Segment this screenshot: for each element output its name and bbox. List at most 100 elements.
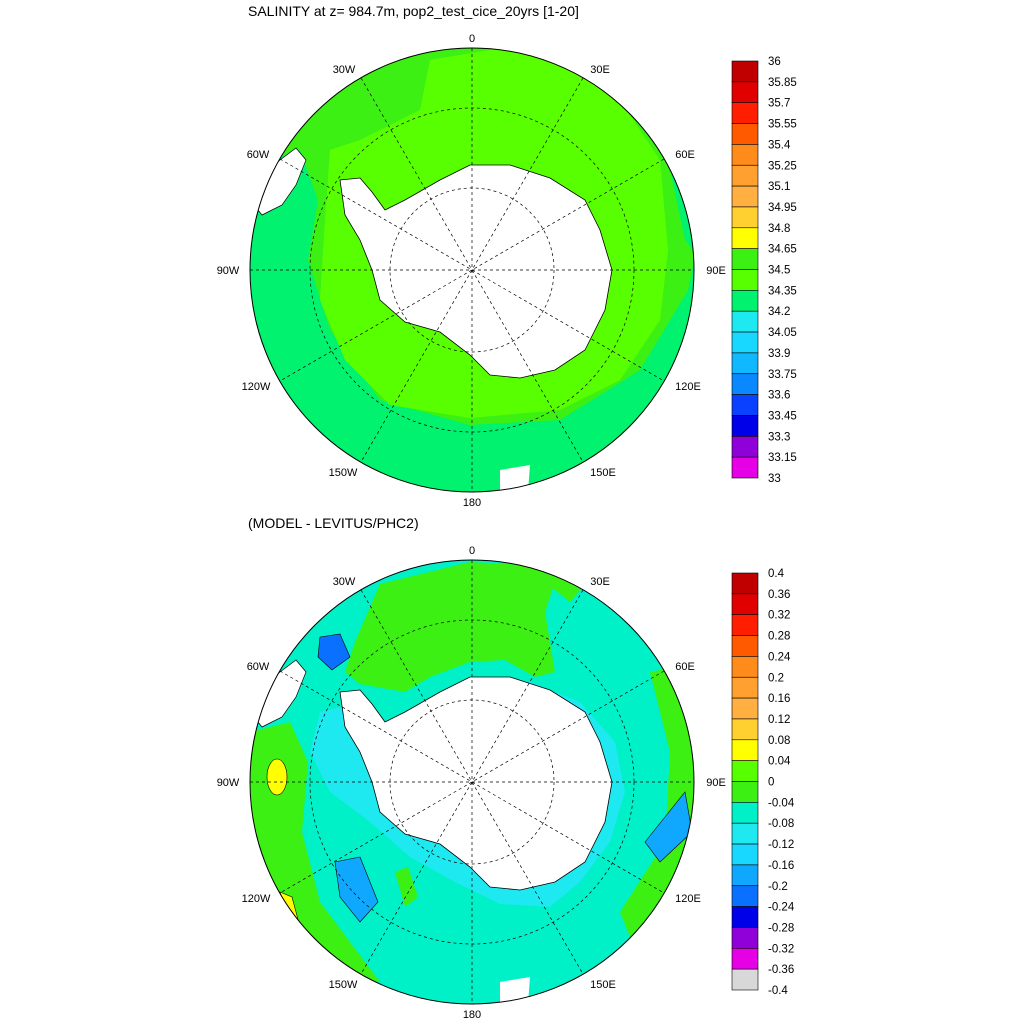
lon-label-150e: 150E — [590, 979, 616, 991]
colorbar-swatch — [731, 373, 759, 395]
lon-label-60w: 60W — [247, 661, 270, 673]
colorbar-label: 0.2 — [768, 672, 784, 684]
colorbar-label: 0.24 — [768, 651, 791, 663]
colorbar-label: 0.08 — [768, 735, 790, 747]
colorbar-label: 34.2 — [768, 306, 790, 318]
anomaly-pos-sw — [395, 867, 418, 907]
colorbar-label: 33.9 — [768, 348, 790, 360]
colorbar-swatch — [731, 269, 759, 291]
colorbar-label: 0.36 — [768, 589, 790, 601]
new-zealand-gap — [500, 977, 530, 1004]
colorbar-swatch — [731, 968, 759, 991]
colorbar-label: -0.12 — [768, 839, 794, 851]
colorbar-label: 35.4 — [768, 139, 791, 151]
colorbar-label: 0 — [768, 777, 774, 789]
colorbar-swatch — [731, 635, 759, 657]
colorbar-label: -0.4 — [768, 985, 788, 997]
colorbar-swatch — [731, 822, 759, 845]
lon-label-180: 180 — [463, 497, 481, 509]
lon-label-150w: 150W — [329, 979, 358, 991]
colorbar-label: -0.24 — [768, 902, 795, 914]
colorbar-swatch — [731, 572, 759, 595]
anomaly-pos-patch-north — [345, 562, 560, 692]
colorbar-swatch — [731, 185, 759, 208]
colorbar-label: -0.28 — [768, 922, 794, 934]
colorbar-label: 0.28 — [768, 631, 790, 643]
colorbar-label: 0.16 — [768, 693, 790, 705]
colorbar-swatch — [731, 906, 759, 928]
colorbar-label: 34.95 — [768, 202, 797, 214]
lon-label-0: 0 — [469, 33, 475, 45]
colorbar-swatch — [731, 290, 759, 312]
lon-label-120e: 120E — [675, 381, 701, 393]
colorbar-label: 33.3 — [768, 431, 790, 443]
colorbar-label: 34.35 — [768, 285, 797, 297]
lon-label-60e: 60E — [675, 149, 695, 161]
colorbar-swatch — [731, 248, 759, 270]
lon-label-150w: 150W — [329, 467, 358, 479]
colorbar-label: 35.25 — [768, 160, 797, 172]
colorbar-label: 33.6 — [768, 390, 790, 402]
panel-title: SALINITY at z= 984.7m, pop2_test_cice_20… — [248, 3, 579, 19]
colorbar-label: 35.85 — [768, 77, 797, 89]
colorbar-swatch — [731, 352, 759, 375]
colorbar-swatch — [731, 102, 759, 124]
colorbar-label: -0.08 — [768, 818, 794, 830]
colorbar-label: 34.05 — [768, 327, 797, 339]
lon-label-120e: 120E — [675, 893, 701, 905]
colorbar-swatch — [731, 718, 759, 741]
colorbar-swatch — [731, 760, 759, 782]
colorbar-label: 33.45 — [768, 410, 797, 422]
colorbar-label: 35.1 — [768, 181, 790, 193]
colorbar: 36 35.85 35.7 35.55 35.4 35.25 35.1 34.95 34.8 34… — [731, 56, 797, 485]
anomaly-yellow-blob — [266, 758, 288, 796]
colorbar-swatch — [731, 593, 759, 615]
colorbar-label: -0.32 — [768, 943, 794, 955]
lon-label-0: 0 — [469, 545, 475, 557]
colorbar-swatch — [731, 843, 759, 866]
colorbar-swatch — [731, 394, 759, 416]
colorbar-swatch — [731, 60, 759, 83]
colorbar-swatch — [731, 802, 759, 824]
colorbar-label: 34.65 — [768, 244, 797, 256]
colorbar-swatch — [731, 123, 759, 145]
colorbar-swatch — [731, 781, 759, 803]
colorbar-swatch — [731, 676, 759, 699]
lon-label-30e: 30E — [590, 64, 610, 76]
colorbar-label: 35.7 — [768, 98, 790, 110]
lon-label-120w: 120W — [242, 893, 271, 905]
lon-label-60e: 60E — [675, 661, 695, 673]
salinity-map: 0 30E 60E 90E 120E 150E 180 150W 120W 90… — [217, 33, 797, 509]
ocean-34-5 — [250, 150, 694, 492]
colorbar-swatch — [731, 310, 759, 333]
colorbar-label: 34.8 — [768, 223, 790, 235]
colorbar-swatch — [731, 697, 759, 720]
colorbar: 0.4 0.36 0.32 0.28 0.24 0.2 0.16 0.12 0.08 0.04 0 -… — [731, 568, 795, 997]
lon-label-30e: 30E — [590, 576, 610, 588]
colorbar-swatch — [731, 331, 759, 354]
new-zealand-gap — [500, 465, 530, 492]
colorbar-swatch — [731, 947, 759, 970]
colorbar-swatch — [731, 739, 759, 761]
anomaly-blue-core — [317, 633, 351, 671]
colorbar-swatch — [731, 227, 759, 249]
colorbar-label: 33.15 — [768, 452, 797, 464]
colorbar-swatch — [731, 656, 759, 678]
lon-label-30w: 30W — [333, 576, 356, 588]
colorbar-swatch — [731, 885, 759, 907]
colorbar-swatch — [731, 415, 759, 437]
lon-label-90w: 90W — [217, 265, 240, 277]
colorbar-label: 33 — [768, 473, 781, 485]
colorbar-label: -0.2 — [768, 881, 788, 893]
colorbar-swatch — [731, 614, 759, 636]
colorbar-swatch — [731, 864, 759, 887]
lon-label-90e: 90E — [706, 265, 726, 277]
colorbar-label: 33.75 — [768, 369, 797, 381]
colorbar-swatch — [731, 164, 759, 187]
colorbar-label: 0.32 — [768, 610, 790, 622]
colorbar-label: -0.04 — [768, 797, 795, 809]
colorbar-label: 0.12 — [768, 714, 790, 726]
colorbar-label: 34.5 — [768, 265, 790, 277]
colorbar-label: 35.55 — [768, 119, 797, 131]
colorbar-swatch — [731, 456, 759, 479]
